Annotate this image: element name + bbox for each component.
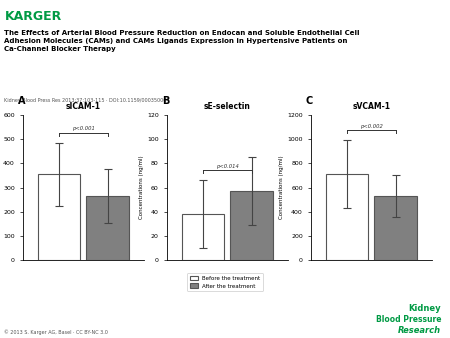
Y-axis label: Concentrations (ng/ml): Concentrations (ng/ml) bbox=[140, 156, 144, 219]
Title: sVCAM-1: sVCAM-1 bbox=[352, 102, 390, 111]
Text: Research: Research bbox=[398, 325, 441, 335]
Text: The Effects of Arterial Blood Pressure Reduction on Endocan and Soluble Endothel: The Effects of Arterial Blood Pressure R… bbox=[4, 30, 360, 52]
Bar bbox=[326, 174, 368, 260]
Text: B: B bbox=[162, 96, 169, 106]
Text: p<0.002: p<0.002 bbox=[360, 124, 382, 129]
Bar bbox=[182, 214, 224, 260]
Bar bbox=[374, 196, 417, 260]
Title: sE-selectin: sE-selectin bbox=[204, 102, 251, 111]
Text: KARGER: KARGER bbox=[4, 10, 62, 23]
Text: A: A bbox=[18, 96, 26, 106]
Text: Blood Pressure: Blood Pressure bbox=[375, 315, 441, 324]
Bar bbox=[38, 174, 80, 260]
Text: p<0.001: p<0.001 bbox=[72, 126, 94, 131]
Y-axis label: Concentrations (ng/ml): Concentrations (ng/ml) bbox=[279, 156, 284, 219]
Bar bbox=[86, 196, 129, 260]
Text: © 2013 S. Karger AG, Basel · CC BY-NC 3.0: © 2013 S. Karger AG, Basel · CC BY-NC 3.… bbox=[4, 329, 108, 335]
Text: p<0.014: p<0.014 bbox=[216, 164, 239, 169]
Bar bbox=[230, 191, 273, 260]
Text: Kidney Blood Press Res 2013;37:103-115 · DOI:10.1159/000350064: Kidney Blood Press Res 2013;37:103-115 ·… bbox=[4, 98, 170, 103]
Title: sICAM-1: sICAM-1 bbox=[66, 102, 101, 111]
Legend: Before the treatment, After the treatment: Before the treatment, After the treatmen… bbox=[187, 273, 263, 291]
Text: C: C bbox=[306, 96, 313, 106]
Text: Kidney: Kidney bbox=[409, 304, 441, 313]
